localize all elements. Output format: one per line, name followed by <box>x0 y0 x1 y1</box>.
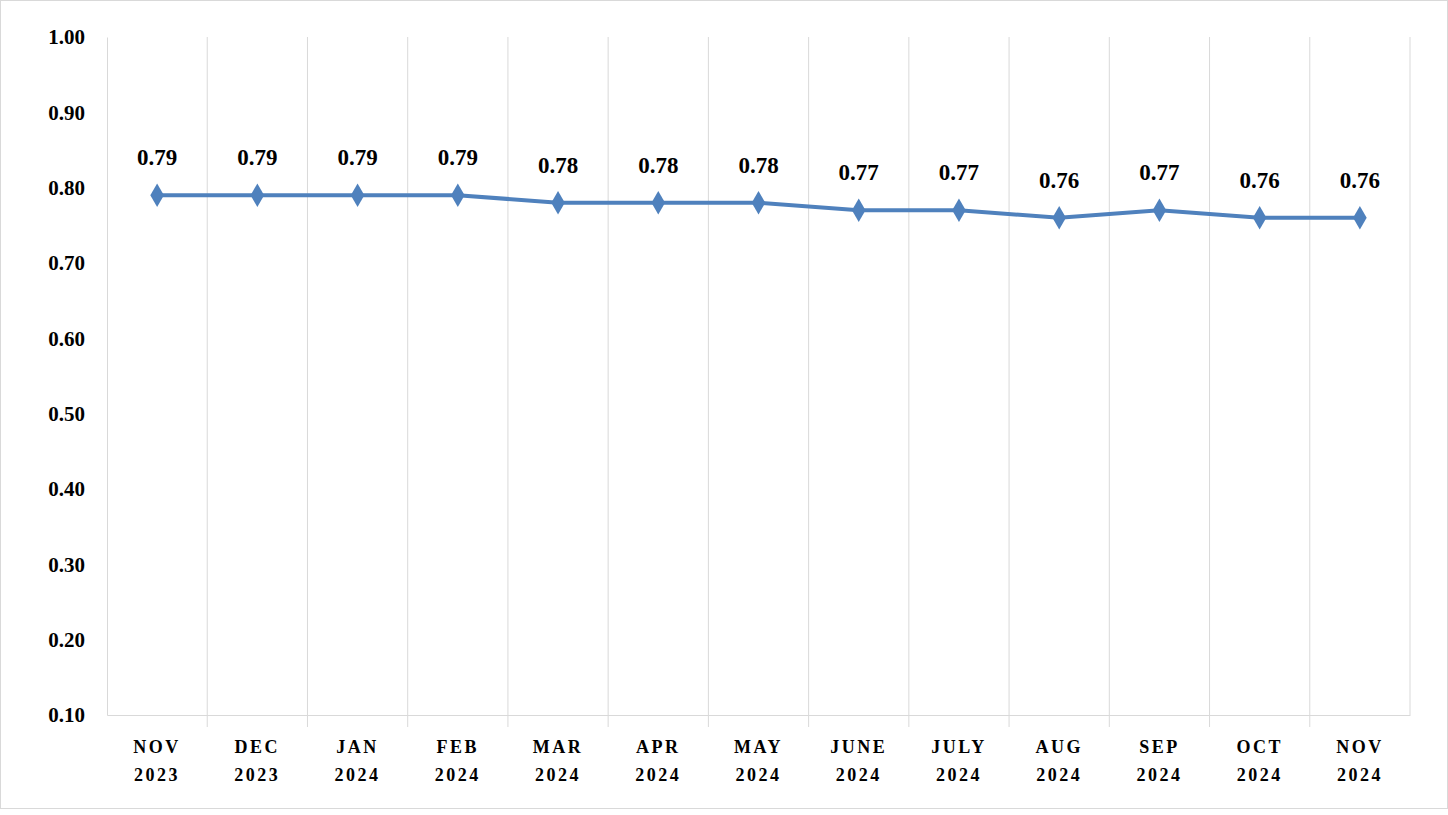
grid-line <box>608 37 609 727</box>
y-tick-label: 0.40 <box>48 477 85 501</box>
y-tick-label: 0.90 <box>48 101 85 125</box>
marker <box>952 198 966 222</box>
grid-line <box>1410 37 1411 715</box>
grid-line <box>1109 37 1110 727</box>
x-tick-label: NOV2023 <box>133 737 181 785</box>
marker <box>1153 198 1167 222</box>
y-tick: 0.20 <box>48 628 107 652</box>
x-tick-label: MAR2024 <box>533 737 584 785</box>
x-tick-label: AUG2024 <box>1035 737 1083 785</box>
y-tick-label: 0.10 <box>48 703 85 727</box>
x-tick: SEP2024 <box>1136 715 1182 785</box>
grid-line <box>708 37 709 727</box>
x-tick: MAR2024 <box>533 715 584 785</box>
y-tick: 0.60 <box>48 327 107 351</box>
x-tick-label: APR2024 <box>635 737 681 785</box>
marker <box>1353 206 1367 230</box>
marker <box>651 191 665 215</box>
x-tick: JULY2024 <box>931 715 986 785</box>
y-tick-label: 1.00 <box>48 25 85 49</box>
data-label: 0.79 <box>137 145 177 170</box>
y-tick-label: 0.70 <box>48 251 85 275</box>
y-tick: 0.80 <box>48 176 107 200</box>
marker <box>1253 206 1267 230</box>
data-label: 0.77 <box>839 160 879 185</box>
x-tick: JUNE2024 <box>830 715 887 785</box>
y-tick: 1.00 <box>48 25 107 49</box>
chart-border <box>1 1 1448 809</box>
data-label: 0.77 <box>1139 160 1179 185</box>
x-tick: DEC2023 <box>234 715 280 785</box>
x-tick: JAN2024 <box>335 715 381 785</box>
y-axis-line <box>107 38 108 716</box>
x-tick: APR2024 <box>635 715 681 785</box>
y-tick: 0.70 <box>48 251 107 275</box>
grid-line <box>207 37 208 727</box>
y-tick-label: 0.30 <box>48 553 85 577</box>
y-tick: 0.40 <box>48 477 107 501</box>
x-tick-label: JAN2024 <box>335 737 381 785</box>
marker <box>451 183 465 207</box>
grid-line <box>307 37 308 727</box>
x-tick-label: MAY2024 <box>734 737 783 785</box>
y-tick-label: 0.80 <box>48 176 85 200</box>
x-axis-line <box>108 715 1411 716</box>
data-label: 0.79 <box>237 145 277 170</box>
x-tick-label: FEB2024 <box>435 737 481 785</box>
x-tick: FEB2024 <box>435 715 481 785</box>
marker <box>150 183 164 207</box>
data-label: 0.78 <box>538 153 578 178</box>
y-tick: 0.30 <box>48 553 107 577</box>
marker <box>752 191 766 215</box>
grid-line <box>808 37 809 727</box>
x-tick: AUG2024 <box>1035 715 1083 785</box>
plot: 0.10 0.20 0.30 0.40 0.50 0.60 0.70 0.80 0.90 1.00… <box>48 25 1410 785</box>
x-axis: NOV2023 DEC2023 JAN2024 FEB2024 MAR2024 APR20… <box>108 715 1411 785</box>
marker <box>1052 206 1066 230</box>
data-label: 0.79 <box>438 145 478 170</box>
data-label: 0.77 <box>939 160 979 185</box>
marker <box>551 191 565 215</box>
x-tick-label: SEP2024 <box>1136 737 1182 785</box>
chart: 0.10 0.20 0.30 0.40 0.50 0.60 0.70 0.80 0.90 1.00… <box>0 0 1448 815</box>
y-tick-label: 0.60 <box>48 327 85 351</box>
y-tick-label: 0.50 <box>48 402 85 426</box>
data-label: 0.79 <box>337 145 377 170</box>
x-tick-label: JULY2024 <box>931 737 986 785</box>
y-tick: 0.90 <box>48 101 107 125</box>
y-axis: 0.10 0.20 0.30 0.40 0.50 0.60 0.70 0.80 0.90 1.00 <box>48 25 107 727</box>
grid-line <box>507 37 508 727</box>
data-label: 0.78 <box>738 153 778 178</box>
y-tick-label: 0.20 <box>48 628 85 652</box>
x-tick-label: JUNE2024 <box>830 737 887 785</box>
data-labels: 0.79 0.79 0.79 0.79 0.78 0.78 0.78 0.77 0.77 0.76… <box>137 145 1380 193</box>
y-tick: 0.10 <box>48 703 107 727</box>
grid-line <box>1209 37 1210 727</box>
data-label: 0.76 <box>1039 168 1079 193</box>
marker <box>251 183 265 207</box>
grid-line <box>1309 37 1310 727</box>
x-tick: OCT2024 <box>1236 715 1283 785</box>
series <box>150 183 1366 229</box>
x-tick: NOV2024 <box>1336 715 1384 785</box>
x-tick: NOV2023 <box>133 715 181 785</box>
data-label: 0.76 <box>1340 168 1380 193</box>
data-label: 0.78 <box>638 153 678 178</box>
marker <box>351 183 365 207</box>
grid-line <box>908 37 909 727</box>
marker <box>852 198 866 222</box>
data-label: 0.76 <box>1240 168 1280 193</box>
grid-line <box>407 37 408 727</box>
grid-line <box>1009 37 1010 727</box>
x-tick-label: OCT2024 <box>1236 737 1283 785</box>
grid <box>207 37 1410 727</box>
x-tick-label: NOV2024 <box>1336 737 1384 785</box>
x-tick-label: DEC2023 <box>234 737 280 785</box>
y-tick: 0.50 <box>48 402 107 426</box>
x-tick: MAY2024 <box>734 715 783 785</box>
